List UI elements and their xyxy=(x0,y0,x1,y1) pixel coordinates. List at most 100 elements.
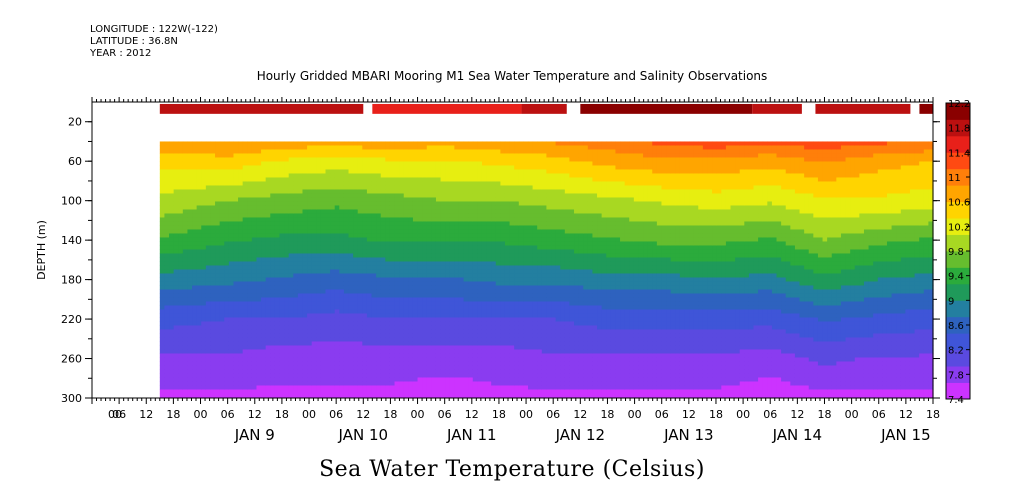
temperature-cell xyxy=(320,225,327,230)
temperature-cell xyxy=(320,333,327,338)
temperature-cell xyxy=(431,329,437,334)
temperature-cell xyxy=(201,193,207,198)
temperature-cell xyxy=(210,193,216,198)
temperature-cell xyxy=(477,261,483,266)
temperature-cell xyxy=(435,245,442,250)
temperature-cell xyxy=(293,373,299,378)
temperature-cell xyxy=(366,181,373,186)
temperature-cell xyxy=(385,213,391,218)
temperature-cell xyxy=(366,177,373,182)
temperature-cell xyxy=(431,249,437,254)
temperature-cell xyxy=(389,321,396,326)
temperature-cell xyxy=(371,281,377,286)
temperature-cell xyxy=(380,361,386,366)
temperature-cell xyxy=(205,341,212,346)
temperature-cell xyxy=(159,165,166,170)
temperature-cell xyxy=(486,229,492,234)
temperature-cell xyxy=(376,205,382,210)
temperature-cell xyxy=(210,189,216,194)
temperature-cell xyxy=(247,241,253,246)
temperature-cell xyxy=(491,185,497,190)
temperature-cell xyxy=(284,341,290,346)
temperature-cell xyxy=(288,145,294,150)
temperature-cell xyxy=(256,225,262,230)
temperature-cell xyxy=(399,325,405,330)
temperature-cell xyxy=(504,245,511,250)
temperature-cell xyxy=(247,365,253,370)
temperature-cell xyxy=(242,301,248,306)
chart-title: Hourly Gridded MBARI Mooring M1 Sea Wate… xyxy=(257,69,768,83)
temperature-cell xyxy=(196,385,202,390)
temperature-cell xyxy=(394,289,400,294)
temperature-cell xyxy=(357,389,363,394)
temperature-cell xyxy=(284,365,290,370)
temperature-cell xyxy=(348,393,354,398)
temperature-cell xyxy=(270,353,276,358)
temperature-cell xyxy=(270,185,276,190)
temperature-cell xyxy=(458,237,465,242)
temperature-cell xyxy=(307,241,313,246)
temperature-cell xyxy=(371,353,377,358)
temperature-cell xyxy=(463,145,469,150)
temperature-cell xyxy=(357,345,363,350)
temperature-cell xyxy=(219,361,225,366)
temperature-cell xyxy=(477,313,483,318)
temperature-cell xyxy=(187,153,193,158)
temperature-cell xyxy=(500,229,506,234)
temperature-cell xyxy=(417,269,423,274)
temperature-cell xyxy=(159,281,166,286)
temperature-cell xyxy=(399,381,405,386)
temperature-cell xyxy=(385,185,391,190)
temperature-cell xyxy=(334,181,340,186)
temperature-cell xyxy=(224,185,230,190)
temperature-cell xyxy=(274,141,281,146)
temperature-cell xyxy=(389,369,396,374)
temperature-cell xyxy=(417,261,423,266)
temperature-cell xyxy=(261,193,267,198)
temperature-cell xyxy=(228,169,235,174)
temperature-cell xyxy=(265,293,271,298)
temperature-cell xyxy=(178,277,184,282)
temperature-cell xyxy=(261,373,267,378)
temperature-cell xyxy=(182,225,189,230)
temperature-cell xyxy=(219,309,225,314)
temperature-cell xyxy=(394,301,400,306)
temperature-cell xyxy=(192,265,198,270)
temperature-cell xyxy=(509,229,515,234)
temperature-cell xyxy=(417,369,423,374)
temperature-cell xyxy=(468,281,474,286)
temperature-cell xyxy=(463,173,469,178)
temperature-cell xyxy=(265,285,271,290)
temperature-cell xyxy=(187,157,193,162)
temperature-cell xyxy=(348,169,354,174)
temperature-cell xyxy=(504,393,511,398)
temperature-cell xyxy=(458,353,465,358)
temperature-cell xyxy=(233,173,239,178)
temperature-cell xyxy=(417,237,423,242)
temperature-cell xyxy=(348,345,354,350)
temperature-cell xyxy=(408,281,414,286)
temperature-cell xyxy=(297,377,304,382)
temperature-cell xyxy=(472,221,478,226)
temperature-cell xyxy=(187,177,193,182)
temperature-cell xyxy=(380,165,386,170)
temperature-cell xyxy=(504,193,511,198)
temperature-cell xyxy=(320,325,327,330)
temperature-cell xyxy=(385,157,391,162)
temperature-cell xyxy=(468,253,474,258)
temperature-cell xyxy=(201,145,207,150)
temperature-cell xyxy=(307,377,313,382)
temperature-cell xyxy=(412,145,419,150)
temperature-cell xyxy=(247,361,253,366)
temperature-cell xyxy=(343,385,350,390)
temperature-cell xyxy=(376,173,382,178)
temperature-cell xyxy=(481,225,488,230)
temperature-cell xyxy=(445,281,451,286)
temperature-cell xyxy=(504,205,511,210)
temperature-cell xyxy=(463,297,469,302)
temperature-cell xyxy=(348,365,354,370)
temperature-cell xyxy=(385,165,391,170)
temperature-cell xyxy=(426,333,432,338)
temperature-cell xyxy=(233,217,239,222)
temperature-cell xyxy=(348,341,354,346)
